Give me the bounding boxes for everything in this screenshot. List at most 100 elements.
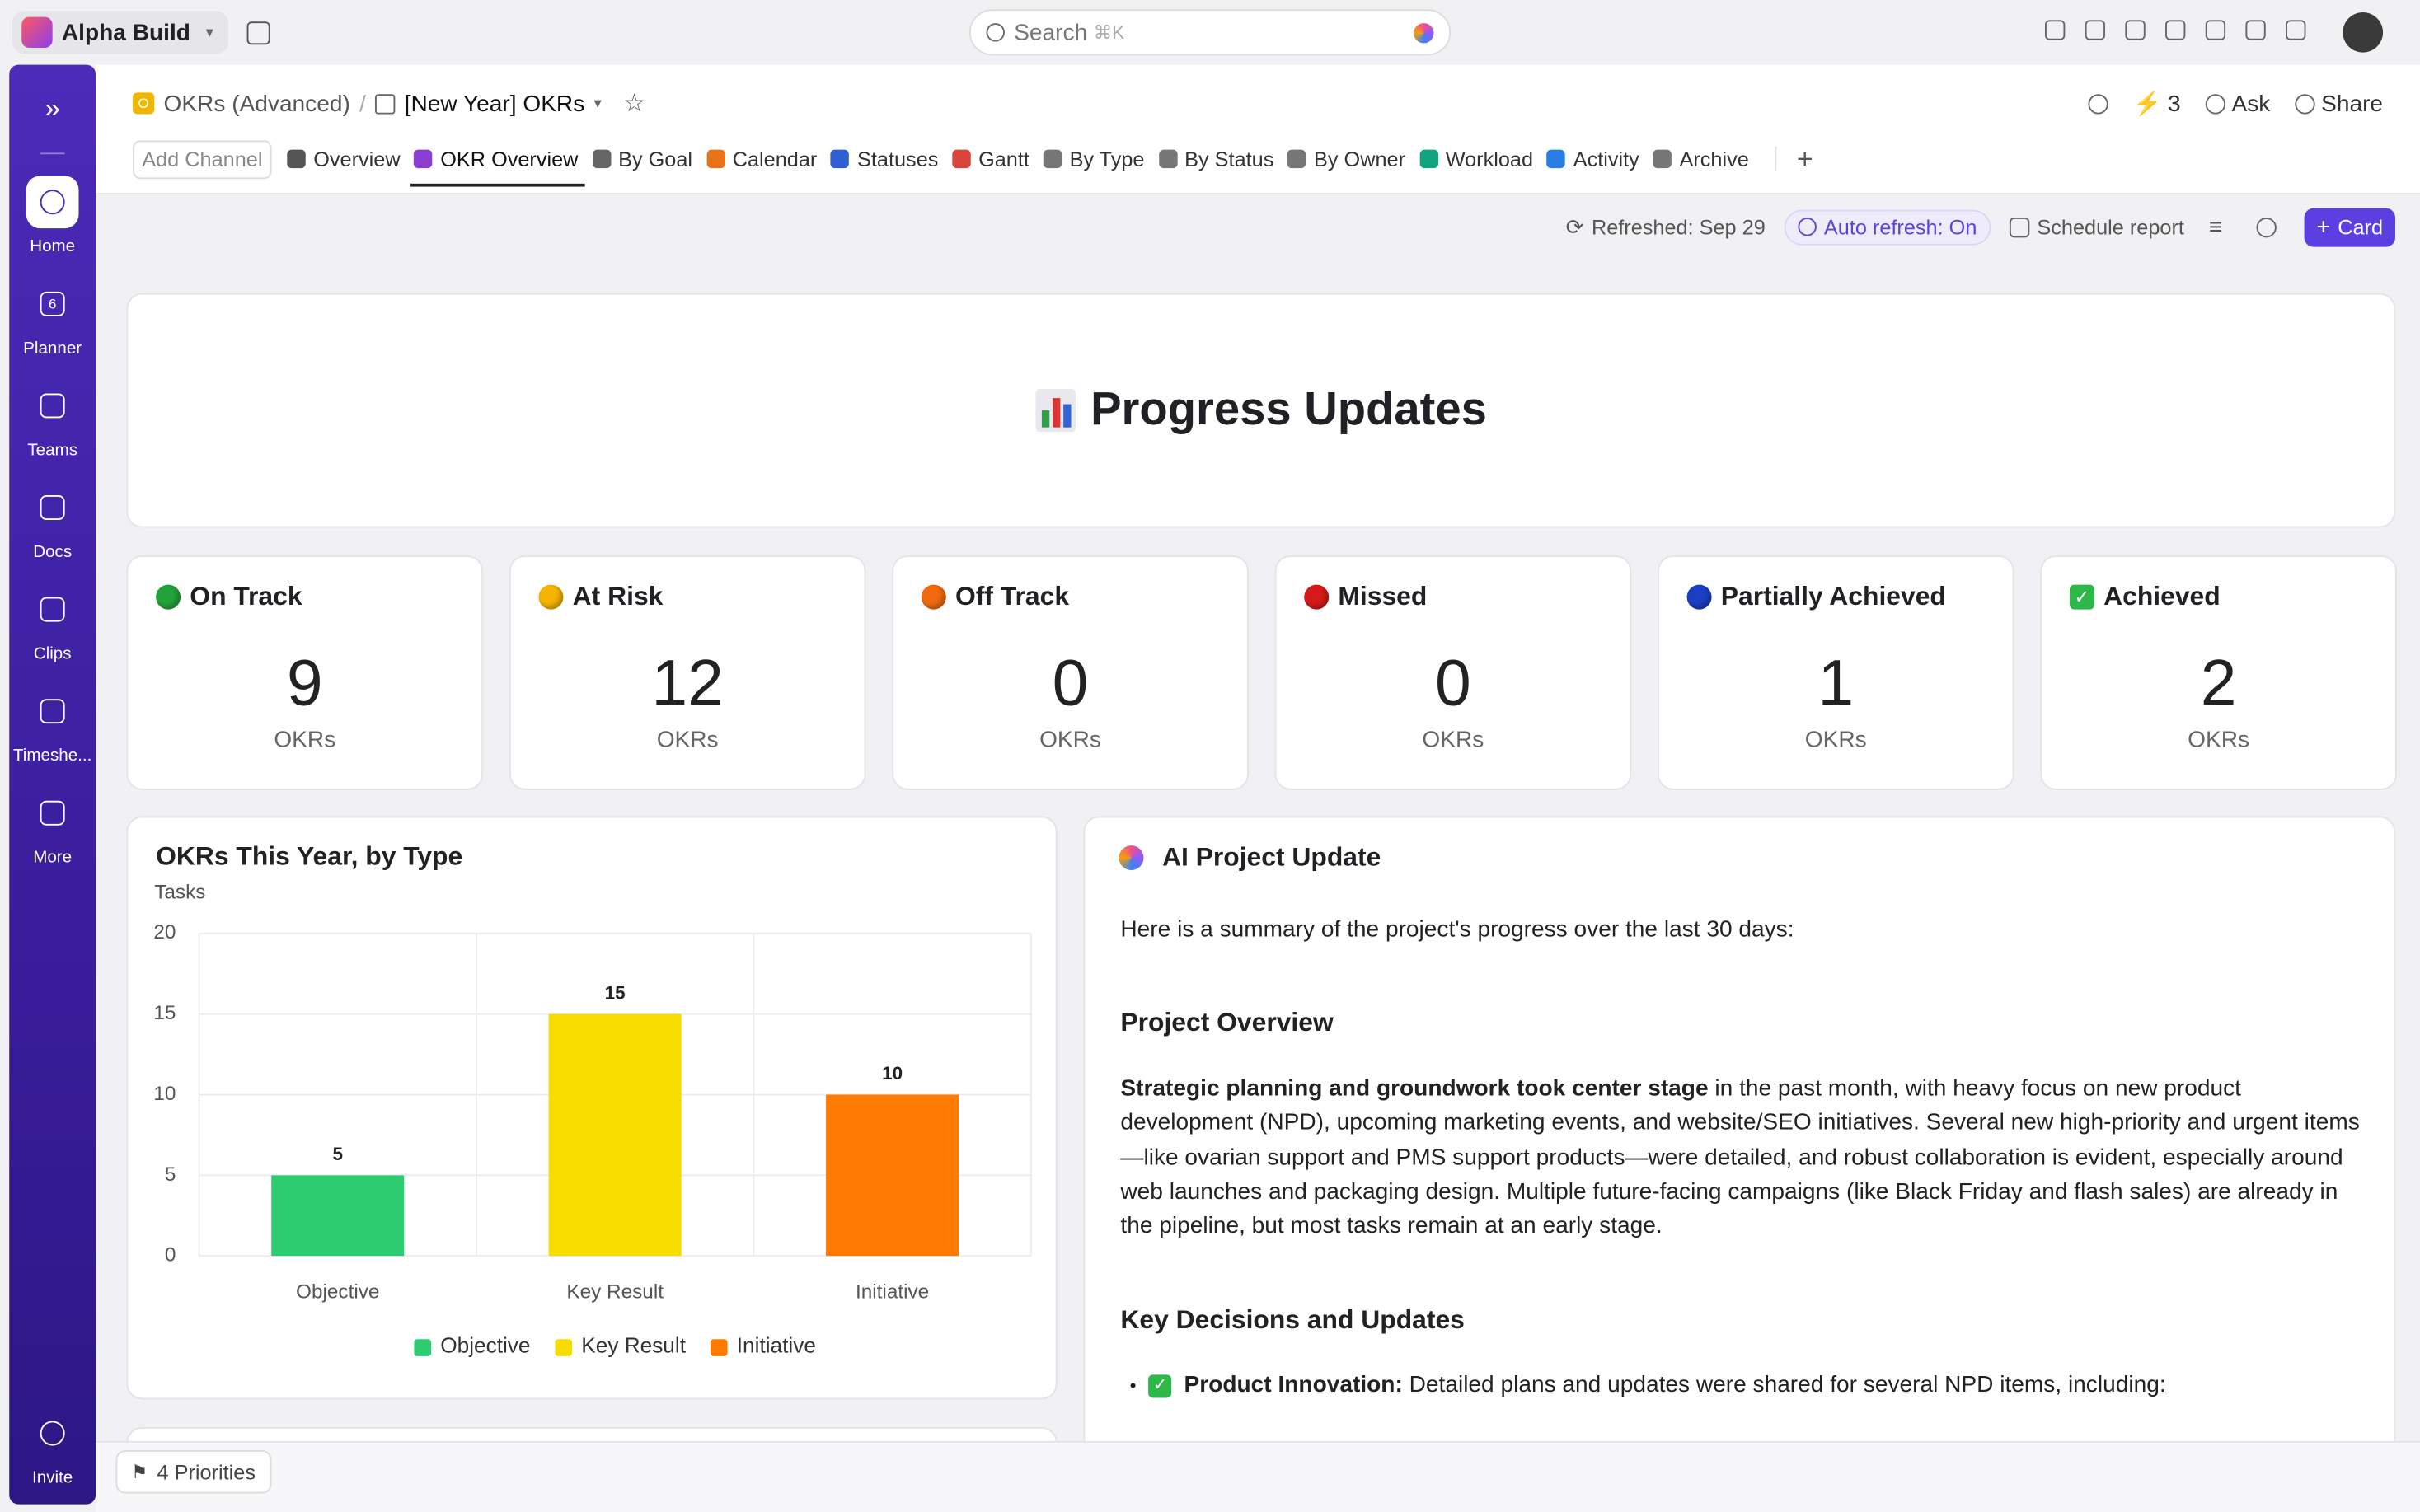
sidebar-label: Clips bbox=[33, 644, 72, 664]
sidebar-item[interactable]: Timeshe... bbox=[9, 685, 96, 765]
sidebar: » Home 6 Planner Teams Docs Clips Timeshe... Mo… bbox=[9, 64, 96, 1505]
priorities-button[interactable]: ⚑ 4 Priorities bbox=[115, 1450, 271, 1494]
icon[interactable] bbox=[2245, 20, 2266, 40]
status-count: 12 bbox=[651, 646, 724, 719]
header bbox=[96, 64, 2420, 194]
schedule-label: Schedule report bbox=[2037, 215, 2184, 239]
sidebar-icon bbox=[26, 685, 79, 737]
chart-card: OKRs This Year, by Type Tasks 0 5 10 15 20 Ob… bbox=[126, 816, 1058, 1400]
sidebar-item[interactable]: 6 Planner bbox=[9, 278, 96, 358]
filter-icon[interactable]: ≡ bbox=[2208, 213, 2223, 241]
workspace-switcher[interactable]: Alpha Build ▾ bbox=[12, 11, 229, 54]
tab[interactable]: By Type bbox=[1043, 133, 1145, 185]
ask-button[interactable]: Ask bbox=[2205, 90, 2271, 117]
x-tick-label: Objective bbox=[296, 1281, 379, 1304]
sidebar-item[interactable]: Teams bbox=[9, 380, 96, 460]
icon[interactable] bbox=[2286, 20, 2306, 40]
status-unit: OKRs bbox=[656, 726, 719, 753]
toolbar: ⟳ Refreshed: Sep 29 Auto refresh: On Sche… bbox=[1566, 207, 2396, 246]
tab-icon bbox=[1043, 149, 1062, 169]
share-button[interactable]: Share bbox=[2295, 91, 2383, 116]
search-box[interactable]: Search ⌘K bbox=[968, 9, 1452, 56]
legend-label: Key Result bbox=[581, 1333, 686, 1358]
star-icon[interactable]: ☆ bbox=[623, 91, 645, 118]
tab[interactable]: OKR Overview bbox=[410, 133, 585, 187]
tab[interactable]: By Goal bbox=[592, 133, 692, 185]
status-header: At Risk bbox=[538, 582, 663, 612]
priorities-label: 4 Priorities bbox=[157, 1460, 256, 1484]
status-header: ✓ Achieved bbox=[2069, 582, 2221, 612]
bullet: • ✓ Product Innovation: Detailed plans and… bbox=[1130, 1369, 2371, 1403]
clock-icon bbox=[1798, 218, 1817, 236]
calendar-icon[interactable] bbox=[246, 21, 270, 45]
tab-icon bbox=[414, 149, 433, 169]
search-icon bbox=[986, 23, 1005, 42]
tab-label: By Type bbox=[1069, 147, 1145, 171]
icon[interactable] bbox=[2165, 20, 2186, 40]
tab[interactable]: Gantt bbox=[952, 133, 1029, 185]
sidebar-label: Home bbox=[30, 237, 76, 256]
ask-label: Ask bbox=[2231, 90, 2271, 117]
sidebar-item[interactable]: Docs bbox=[9, 481, 96, 562]
tab[interactable]: Archive bbox=[1653, 133, 1749, 185]
x-tick-label: Initiative bbox=[856, 1281, 929, 1304]
tab[interactable]: By Status bbox=[1158, 133, 1273, 185]
ai-icon bbox=[1119, 845, 1144, 871]
tab[interactable]: By Owner bbox=[1287, 133, 1405, 185]
banner-title: Progress Updates bbox=[1090, 384, 1487, 436]
add-channel[interactable]: Add Channel bbox=[133, 139, 272, 179]
sidebar-item[interactable]: Home bbox=[9, 176, 96, 256]
value-label: 15 bbox=[605, 982, 626, 1003]
icon[interactable] bbox=[2125, 20, 2146, 40]
icon[interactable] bbox=[2205, 20, 2226, 40]
folder-name[interactable]: [New Year] OKRs bbox=[404, 90, 585, 117]
status-icon bbox=[538, 584, 564, 610]
add-view[interactable]: + bbox=[1796, 143, 1813, 174]
expand-icon[interactable]: » bbox=[45, 92, 61, 124]
status-card: ✓ Achieved 2 OKRs bbox=[2040, 555, 2397, 790]
add-card-button[interactable]: + Card bbox=[2304, 207, 2396, 246]
status-unit: OKRs bbox=[1039, 726, 1101, 753]
ai-body: Here is a summary of the project's progr… bbox=[1120, 913, 2371, 1403]
search-shortcut: ⌘K bbox=[1093, 21, 1125, 44]
schedule-report[interactable]: Schedule report bbox=[2009, 215, 2184, 239]
glyph bbox=[40, 597, 65, 622]
glyph bbox=[40, 1421, 65, 1446]
settings-icon[interactable] bbox=[2256, 217, 2277, 237]
breadcrumb: O OKRs (Advanced) / [New Year] OKRs ▾ ☆ bbox=[133, 90, 645, 118]
tab-icon bbox=[952, 149, 971, 169]
status-icon bbox=[1686, 584, 1712, 610]
ai-credits[interactable]: ⚡ 3 bbox=[2133, 90, 2181, 118]
sidebar-label: Teams bbox=[27, 441, 78, 460]
icon bbox=[2205, 93, 2225, 114]
space-name[interactable]: OKRs (Advanced) bbox=[163, 90, 350, 117]
tab[interactable]: Statuses bbox=[831, 133, 938, 185]
refresh-status[interactable]: ⟳ Refreshed: Sep 29 bbox=[1566, 213, 1766, 240]
tab[interactable]: Calendar bbox=[706, 133, 817, 185]
invite-item[interactable]: Invite bbox=[9, 1407, 96, 1487]
avatar[interactable] bbox=[2343, 12, 2384, 53]
icon[interactable] bbox=[2044, 20, 2066, 40]
tab[interactable]: Activity bbox=[1546, 133, 1639, 185]
icon[interactable] bbox=[2085, 20, 2106, 40]
sidebar-label: Planner bbox=[23, 339, 82, 358]
tab[interactable]: Workload bbox=[1419, 133, 1533, 185]
sidebar-item[interactable]: More bbox=[9, 787, 96, 867]
tab-label: Overview bbox=[313, 147, 401, 171]
chevron: ▾ bbox=[205, 24, 214, 41]
auto-refresh[interactable]: Auto refresh: On bbox=[1784, 208, 1991, 245]
sidebar-icon bbox=[26, 787, 79, 840]
value-label: 10 bbox=[882, 1063, 903, 1084]
banner-card: Progress Updates bbox=[126, 293, 2396, 528]
icon[interactable] bbox=[2088, 93, 2108, 114]
section-heading: Key Decisions and Updates bbox=[1120, 1304, 1465, 1335]
sidebar-icon bbox=[26, 380, 79, 433]
x-tick-label: Key Result bbox=[566, 1281, 664, 1304]
sidebar-item[interactable]: Clips bbox=[9, 583, 96, 663]
status-header: Missed bbox=[1304, 582, 1427, 612]
sidebar-label: More bbox=[33, 848, 73, 868]
tab-icon bbox=[1653, 149, 1672, 169]
status-unit: OKRs bbox=[1804, 726, 1867, 753]
tab[interactable]: Overview bbox=[287, 133, 401, 185]
glyph bbox=[40, 495, 65, 521]
